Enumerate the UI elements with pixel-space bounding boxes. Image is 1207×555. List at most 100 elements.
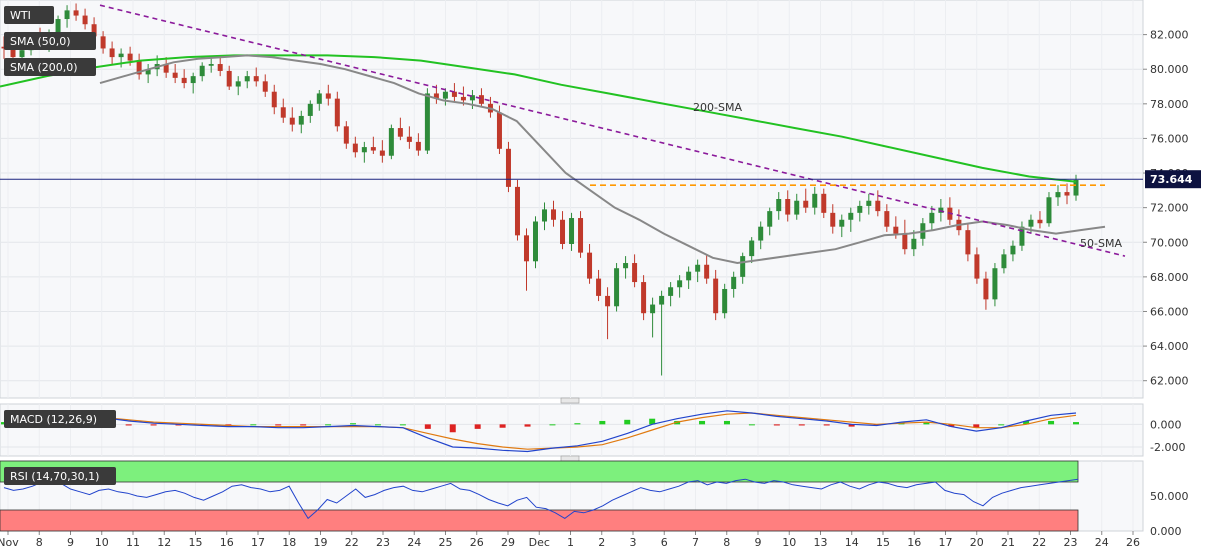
candle-body: [992, 268, 998, 300]
x-tick-label: 23: [376, 536, 390, 549]
x-tick-label: 15: [876, 536, 890, 549]
x-tick-label: 2: [598, 536, 605, 549]
price-tick-label: 82.000: [1150, 29, 1189, 42]
candle-body: [406, 136, 412, 142]
macd-histogram-bar: [1073, 422, 1079, 425]
panel-splitter-1: [560, 455, 580, 462]
candle-body: [235, 81, 241, 87]
macd-histogram-bar: [699, 420, 706, 425]
x-tick-label: 29: [501, 536, 515, 549]
candle-body: [217, 64, 223, 71]
candle-body: [505, 148, 511, 187]
x-tick-label: 23: [1064, 536, 1078, 549]
macd-histogram-bar: [848, 424, 855, 427]
candle-body: [578, 218, 584, 253]
candle-body: [433, 93, 439, 99]
macd-histogram-bar: [1048, 420, 1055, 425]
candle-body: [19, 50, 25, 58]
candle-body: [424, 93, 430, 151]
x-tick-label: 9: [755, 536, 762, 549]
candle-body: [542, 209, 548, 222]
macd-histogram-bar: [923, 422, 930, 425]
price-tick-label: 78.000: [1150, 98, 1189, 111]
candle-body: [145, 69, 151, 75]
macd-tick-label: 0.000: [1150, 418, 1182, 431]
macd-histogram-bar: [798, 424, 805, 426]
candle-body: [82, 15, 88, 25]
candle-body: [740, 256, 746, 277]
candle-body: [821, 193, 827, 213]
candle-body: [587, 252, 593, 279]
candle-body: [794, 200, 800, 215]
candle-body: [64, 10, 70, 20]
candle-body: [1055, 192, 1061, 198]
rsi-overbought-zone: [0, 460, 1079, 483]
x-tick-label: 16: [220, 536, 234, 549]
candle-body: [226, 70, 232, 87]
candle-body: [55, 19, 61, 35]
sma200-annotation: 200-SMA: [693, 101, 742, 114]
price-tick-label: 72.000: [1150, 202, 1189, 215]
x-tick-label: 18: [282, 536, 296, 549]
candle-body: [812, 193, 818, 208]
candle-body: [731, 276, 737, 289]
candle-body: [1064, 192, 1070, 196]
candle-body: [677, 280, 683, 288]
macd-histogram-bar: [649, 418, 656, 425]
x-tick-label: 16: [907, 536, 921, 549]
panel-bg-0: [0, 0, 1144, 399]
rsi-legend-label: RSI (14,70,30,1): [10, 470, 99, 483]
legend-box: [4, 32, 96, 50]
candle-body: [929, 212, 935, 224]
macd-histogram-bar: [549, 424, 556, 426]
candle-body: [379, 150, 385, 156]
candle-body: [91, 24, 97, 37]
candle-body: [73, 10, 79, 16]
candle-body: [199, 65, 205, 77]
candle-body: [478, 95, 484, 104]
candle-body: [244, 76, 250, 82]
candle-body: [668, 287, 674, 296]
rsi-tick-label: 0.000: [1150, 525, 1182, 538]
x-tick-label: 15: [189, 536, 203, 549]
candle-body: [659, 295, 665, 305]
candle-body: [650, 304, 656, 314]
macd-legend-box: [4, 410, 116, 428]
candle-body: [1001, 254, 1007, 269]
x-tick-label: 3: [630, 536, 637, 549]
x-tick-label: 7: [692, 536, 699, 549]
price-tick-label: 68.000: [1150, 271, 1189, 284]
candle-body: [262, 81, 268, 92]
legend-label: SMA (50,0): [10, 35, 71, 48]
candle-body: [767, 211, 773, 227]
candle-body: [532, 221, 538, 262]
candle-body: [289, 117, 295, 125]
candle-body: [704, 264, 710, 279]
macd-histogram-bar: [424, 424, 431, 429]
macd-histogram-bar: [574, 423, 581, 425]
price-tick-label: 70.000: [1150, 236, 1189, 249]
x-tick-label: 8: [36, 536, 43, 549]
x-tick-label: 26: [470, 536, 484, 549]
x-tick-label: 12: [157, 536, 171, 549]
candle-body: [208, 64, 214, 66]
sma50-line: [99, 54, 1106, 265]
candle-body: [136, 60, 142, 75]
candle-body: [343, 126, 349, 144]
x-tick-label: 11: [126, 536, 140, 549]
price-tag-label: 73.644: [1150, 173, 1193, 186]
candle-body: [496, 112, 502, 149]
macd-histogram-bar: [624, 419, 631, 425]
x-tick-label: 19: [314, 536, 328, 549]
candle-body: [460, 96, 466, 101]
x-tick-label: 20: [970, 536, 984, 549]
sma50-annotation: 50-SMA: [1080, 237, 1122, 250]
x-tick-label: 8: [723, 536, 730, 549]
price-tick-label: 62.000: [1150, 375, 1189, 388]
candle-body: [713, 278, 719, 314]
candle-body: [280, 107, 286, 118]
x-tick-label: 9: [67, 536, 74, 549]
candle-body: [100, 36, 106, 49]
candle-body: [614, 268, 620, 307]
candle-body: [623, 263, 629, 269]
